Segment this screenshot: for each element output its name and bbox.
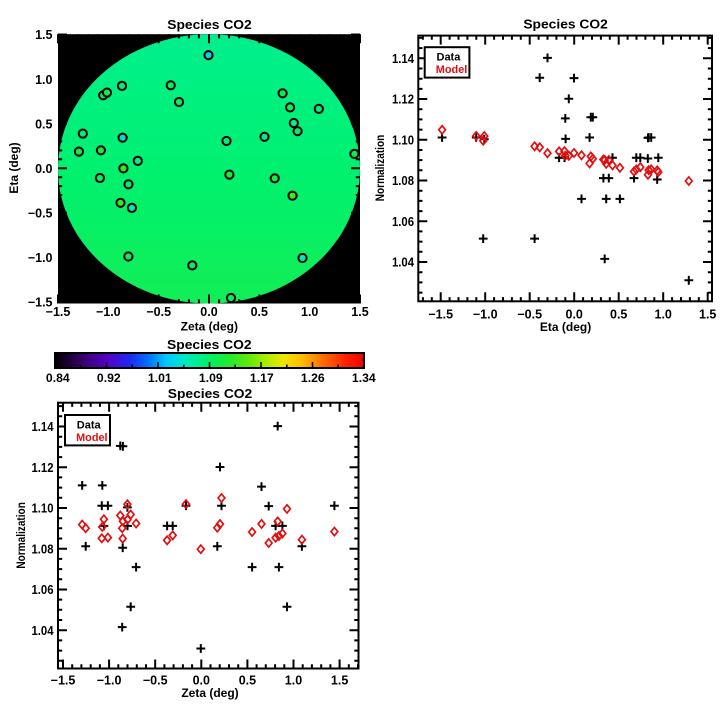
svg-text:−0.5: −0.5 [146,305,171,319]
svg-text:Species CO2: Species CO2 [167,17,252,32]
svg-text:1.0: 1.0 [301,305,318,319]
svg-text:1.09: 1.09 [199,371,223,385]
svg-text:0.0: 0.0 [193,673,210,687]
svg-text:1.26: 1.26 [301,371,325,385]
svg-text:1.06: 1.06 [32,583,54,597]
svg-text:−1.5: −1.5 [46,305,71,319]
svg-text:0.0: 0.0 [35,162,52,176]
svg-text:−1.0: −1.0 [28,251,53,265]
svg-text:1.04: 1.04 [32,624,54,638]
svg-text:0.5: 0.5 [610,307,627,321]
svg-text:−1.5: −1.5 [428,307,453,321]
svg-text:−1.0: −1.0 [96,305,121,319]
svg-text:Zeta (deg): Zeta (deg) [181,320,238,334]
svg-text:1.5: 1.5 [35,28,52,42]
svg-text:0.5: 0.5 [251,305,268,319]
svg-text:−1.5: −1.5 [28,296,53,310]
svg-text:Data: Data [77,419,102,431]
svg-text:0.5: 0.5 [35,117,52,131]
svg-text:1.10: 1.10 [32,502,54,516]
svg-text:1.17: 1.17 [250,371,274,385]
svg-text:1.5: 1.5 [351,305,368,319]
svg-text:−1.5: −1.5 [51,673,76,687]
svg-text:1.12: 1.12 [392,93,414,107]
svg-text:1.06: 1.06 [392,215,414,229]
svg-text:Species CO2: Species CO2 [167,337,252,352]
svg-text:1.04: 1.04 [392,256,414,270]
svg-text:−0.5: −0.5 [28,207,53,221]
svg-text:1.0: 1.0 [285,673,302,687]
svg-text:−1.0: −1.0 [97,673,122,687]
svg-text:0.0: 0.0 [200,305,217,319]
svg-text:−0.5: −0.5 [517,307,542,321]
svg-text:1.0: 1.0 [655,307,672,321]
svg-text:1.01: 1.01 [148,371,172,385]
svg-text:1.08: 1.08 [32,542,54,556]
svg-text:1.14: 1.14 [32,420,54,434]
svg-text:Normalization: Normalization [373,135,387,202]
svg-text:Model: Model [76,432,108,444]
svg-text:1.5: 1.5 [331,673,348,687]
svg-text:−0.5: −0.5 [143,673,168,687]
svg-text:Normalization: Normalization [14,502,28,569]
svg-text:1.34: 1.34 [352,371,376,385]
svg-text:Data: Data [437,52,462,64]
svg-text:1.08: 1.08 [392,174,414,188]
svg-text:−1.0: −1.0 [473,307,498,321]
svg-text:1.12: 1.12 [32,461,54,475]
svg-text:1.0: 1.0 [35,73,52,87]
svg-text:Species CO2: Species CO2 [168,386,253,401]
svg-text:0.5: 0.5 [239,673,256,687]
svg-text:1.5: 1.5 [699,307,716,321]
svg-text:Eta (deg): Eta (deg) [540,320,591,334]
svg-text:Model: Model [436,64,468,76]
svg-text:Zeta (deg): Zeta (deg) [181,686,238,700]
svg-text:Eta (deg): Eta (deg) [7,142,21,193]
svg-text:0.84: 0.84 [46,371,70,385]
svg-text:Species CO2: Species CO2 [523,17,608,32]
svg-text:1.14: 1.14 [392,52,414,66]
svg-text:0.92: 0.92 [97,371,121,385]
svg-text:0.0: 0.0 [566,307,583,321]
svg-text:1.10: 1.10 [392,134,414,148]
